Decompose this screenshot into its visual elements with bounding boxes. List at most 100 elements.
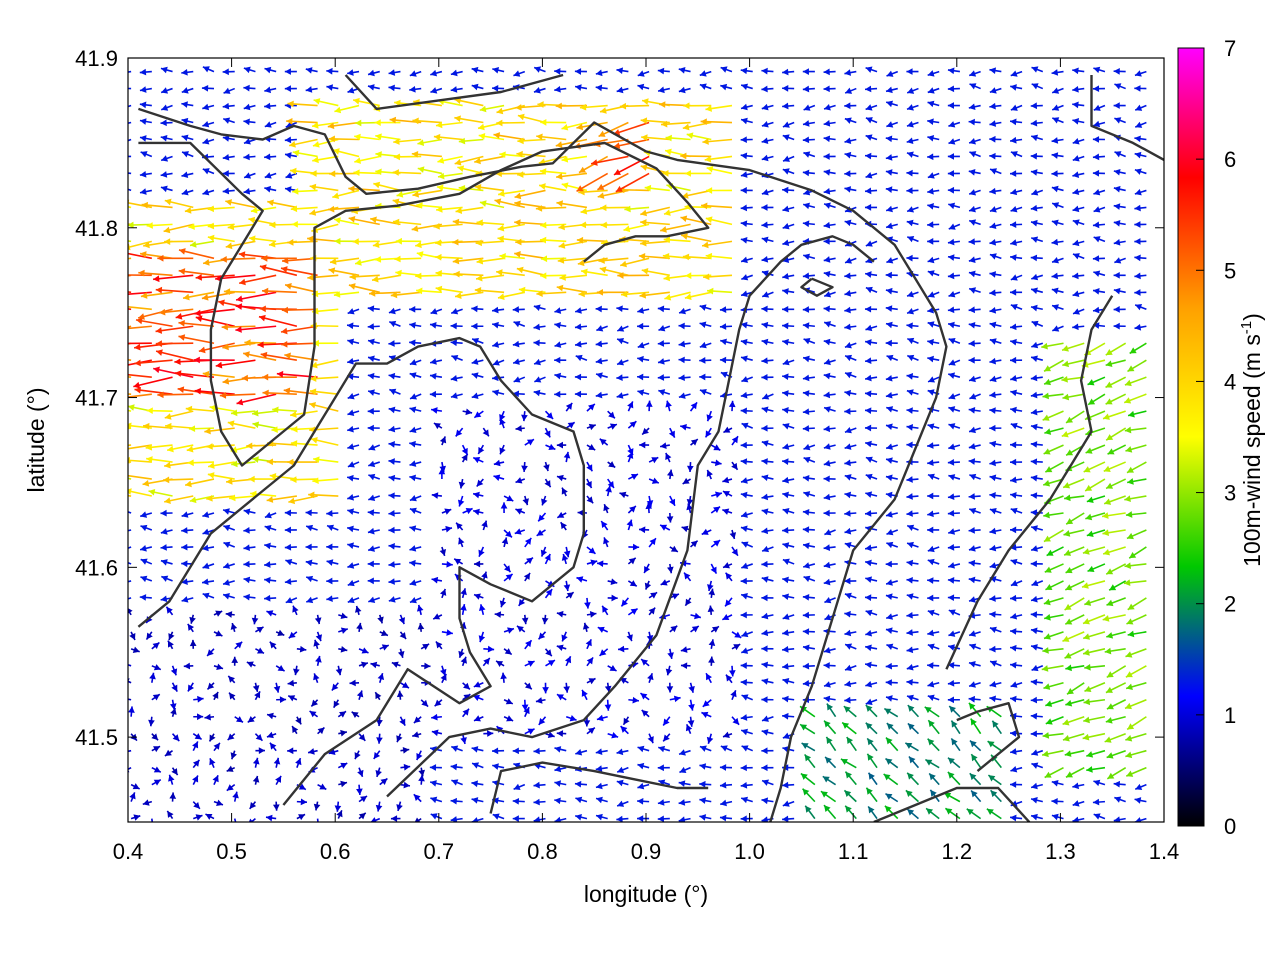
wind-arrow [513,70,526,77]
wind-arrow [989,87,1002,94]
wind-arrow [1030,374,1043,382]
wind-arrow [782,695,795,703]
wind-arrow [128,291,132,294]
wind-arrow [599,648,609,657]
wind-arrow [391,661,401,668]
wind-arrow [1030,204,1043,212]
wind-arrow [616,392,629,399]
wind-arrow [372,240,401,249]
wind-arrow [699,373,712,381]
wind-arrow [128,342,152,345]
wind-arrow [1051,304,1064,311]
wind-arrow [989,338,1002,345]
wind-arrow [885,321,898,329]
wind-arrow [352,238,380,245]
wind-arrow [327,121,360,130]
wind-arrow [148,716,155,727]
wind-arrow [844,592,857,600]
wind-arrow [181,596,194,603]
wind-arrow [246,661,256,668]
wind-arrow [1031,579,1044,587]
wind-arrow [288,631,298,639]
wind-arrow [782,373,795,381]
wind-arrow [616,359,629,366]
wind-arrow [704,155,733,163]
wind-arrow [740,321,753,329]
wind-arrow [388,372,401,380]
wind-arrow [989,271,1002,278]
wind-arrow [128,359,132,361]
wind-arrow [702,699,712,708]
wind-arrow [865,722,878,735]
wind-arrow [222,562,235,569]
wind-arrow [782,186,795,194]
wind-arrow [222,508,235,515]
wind-arrow [516,625,526,633]
wind-arrow [524,728,535,735]
wind-arrow [164,198,194,209]
wind-arrow [1030,391,1043,399]
wind-arrow [1051,69,1064,76]
wind-arrow [514,219,546,226]
wind-arrow [802,374,815,382]
wind-arrow [741,694,754,701]
wind-arrow [947,661,960,669]
wind-arrow [1125,766,1147,777]
wind-arrow [1134,85,1147,92]
wind-arrow [823,135,836,143]
wind-arrow [782,205,795,213]
wind-arrow [461,444,469,456]
x-tick-label: 1.2 [942,839,973,864]
wind-arrow [1009,628,1023,635]
wind-arrow [989,187,1002,195]
wind-arrow [823,662,836,669]
wind-arrow [379,644,390,651]
wind-arrow [473,593,484,600]
wind-arrow [206,494,235,502]
wind-arrow [948,337,961,345]
wind-arrow [927,172,940,179]
wind-arrow [515,238,546,246]
wind-arrow [1010,375,1023,382]
wind-arrow [865,491,878,498]
wind-arrow [482,427,490,437]
wind-arrow [356,622,363,632]
wind-arrow [706,469,713,480]
wind-arrow [927,526,940,534]
wind-arrow [1072,205,1085,213]
wind-arrow [1072,800,1085,807]
wind-arrow [616,337,629,345]
wind-arrow [761,629,774,637]
wind-arrow [1051,272,1064,280]
wind-arrow [471,780,484,788]
wind-arrow [396,801,403,812]
wind-arrow [400,763,411,771]
wind-arrow [478,133,505,141]
wind-arrow [524,682,533,690]
wind-arrow [966,808,982,820]
wind-arrow [740,728,753,736]
wind-arrow [1124,376,1147,387]
wind-arrow [678,749,691,756]
wind-arrow [474,155,505,165]
wind-arrow [516,150,546,158]
wind-arrow [761,747,774,755]
wind-arrow [1043,359,1064,372]
wind-arrow [927,577,940,584]
wind-arrow [243,576,256,584]
wind-arrow [326,67,339,75]
wind-arrow [624,205,650,213]
wind-arrow [584,597,591,609]
wind-arrow [782,322,795,330]
wind-arrow [637,373,650,381]
wind-arrow [1051,779,1064,787]
wind-arrow [563,580,571,592]
wind-arrow [264,102,277,110]
wind-arrow [704,427,712,438]
wind-arrow [782,678,795,685]
colorbar-tick-label: 6 [1224,147,1236,172]
wind-arrow [595,796,608,804]
wind-arrow [261,287,297,295]
wind-arrow [409,322,422,329]
wind-arrow [968,576,981,584]
